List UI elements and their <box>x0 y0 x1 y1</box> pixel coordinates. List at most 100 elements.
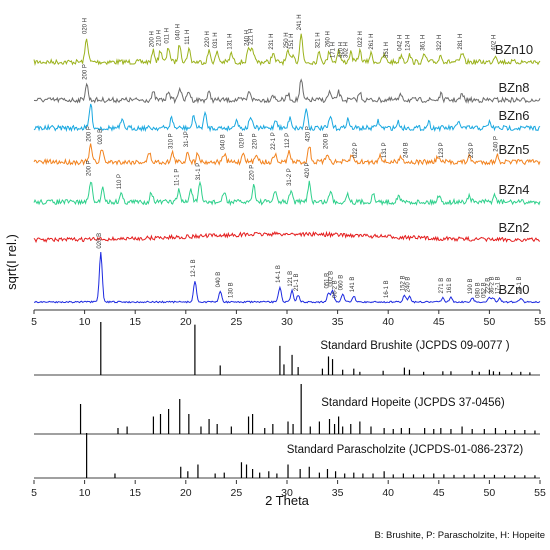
peak-label: 151 H <box>289 34 295 50</box>
peak-label: 240 B <box>403 142 409 158</box>
bottom-x-tick-label: 30 <box>281 487 293 499</box>
series-label-bzn0: BZn0 <box>498 282 529 297</box>
peak-label: 022 P <box>353 142 359 158</box>
bottom-x-tick-label: 15 <box>129 487 141 499</box>
peak-label: 240 B <box>405 277 411 293</box>
peak-label: 200 P <box>87 160 93 176</box>
standard-label: Standard Hopeite (JCPDS 37-0456) <box>321 397 505 409</box>
top-x-tick-label: 40 <box>382 316 394 328</box>
peak-label: 302 H <box>344 42 350 58</box>
peak-label: 31-2 P <box>287 168 293 186</box>
trace-bzn5 <box>33 143 541 167</box>
series-bzn0: BZn0 020 B 12-1 B 040 B 130 B 14-1 B 121 B 21-1… <box>34 233 541 304</box>
phase-legend-note: B: Brushite, P: Parascholzite, H: Hopeit… <box>374 530 545 541</box>
peak-label: 14-1 B <box>276 265 282 283</box>
trace-bzn4 <box>33 180 541 207</box>
series-label-bzn4: BZn4 <box>498 182 529 197</box>
top-x-tick-label: 55 <box>534 316 546 328</box>
standard-reference-panel: Standard Brushite (JCPDS 09-0077 ) Standa… <box>31 322 546 499</box>
peak-label: 123 P <box>439 142 445 158</box>
peak-label: 051 B <box>324 273 330 289</box>
peak-label: 22-1 P <box>271 132 277 150</box>
series-bzn10: BZn10 020 H 200 H 210 H 011 H 040 H 111 H 220 H… <box>33 14 541 67</box>
peak-label: 130 B <box>228 282 234 298</box>
peak-label: 16-1 B <box>384 280 390 298</box>
top-x-tick-label: 50 <box>484 316 496 328</box>
series-bzn8: BZn8 200 P <box>33 64 541 105</box>
peak-label: 21-1 B <box>294 273 300 291</box>
bottom-x-tick-label: 40 <box>382 487 394 499</box>
peak-label: 161 B <box>447 278 453 294</box>
peak-label: 11-1 P <box>175 169 181 186</box>
peak-label: 020 B <box>97 233 103 249</box>
bottom-x-tick-label: 55 <box>534 487 546 499</box>
peak-label: 031 H <box>213 32 219 48</box>
peak-label: 020 H <box>83 18 89 34</box>
bottom-x-tick-label: 35 <box>332 487 344 499</box>
peak-label: 233 P <box>469 142 475 158</box>
peak-label: 221 H <box>249 29 255 45</box>
trace-bzn10 <box>33 33 541 67</box>
series-label-bzn6: BZn6 <box>498 108 529 123</box>
top-x-tick-label: 20 <box>180 316 192 328</box>
peak-label: 121 B <box>288 271 294 287</box>
peak-label: 131 P <box>382 142 388 158</box>
peak-label: 240 H <box>245 30 251 46</box>
peak-label: 131 H <box>227 34 233 50</box>
series-label-bzn8: BZn8 <box>498 80 529 95</box>
peak-label: 171 H <box>331 42 337 58</box>
peak-label: 310 P <box>169 133 175 149</box>
peak-label: 420 P <box>305 163 311 179</box>
standard-label: Standard Parascholzite (JCPDS-01-086-237… <box>287 444 524 456</box>
peak-label: 24-1 B <box>517 277 523 295</box>
peak-label: 011 H <box>165 28 171 44</box>
peak-label: 261 H <box>369 34 375 50</box>
peak-label: 112 P <box>285 133 291 148</box>
top-x-tick-label: 25 <box>231 316 243 328</box>
peak-label: 141 B <box>350 277 356 293</box>
trace-bzn0 <box>34 251 541 304</box>
peak-label: 220 H <box>205 31 211 47</box>
bottom-x-tick-label: 20 <box>180 487 192 499</box>
y-axis-title: sqrt(I rel.) <box>4 234 19 290</box>
peak-label: 31-1P <box>184 131 190 147</box>
peak-label: 271 B <box>439 278 445 294</box>
peak-label: 17-1 B <box>496 277 502 295</box>
series-label-bzn2: BZn2 <box>498 220 529 235</box>
peak-label: 052 B <box>481 282 487 298</box>
peak-label: 322 H <box>437 35 443 51</box>
bottom-x-tick-label: 5 <box>31 487 37 499</box>
standard-standard-hopeite-jcpds-37-0456: Standard Hopeite (JCPDS 37-0456) <box>34 384 540 435</box>
peak-label: 040 B <box>216 272 222 288</box>
series-bzn2: BZn2 <box>33 220 541 244</box>
peak-label: 210 H <box>157 30 163 46</box>
peak-label: 060 B <box>339 275 345 291</box>
standard-standard-brushite-jcpds-09-0077: Standard Brushite (JCPDS 09-0077 ) <box>34 322 540 376</box>
peak-label: 040 B <box>220 134 226 150</box>
peak-label: 152 B <box>400 275 406 291</box>
series-label-bzn10: BZn10 <box>495 42 533 57</box>
peak-label: 250 H <box>284 32 290 48</box>
xrd-pattern-panel: BZn10 020 H 200 H 210 H 011 H 040 H 111 H 220 H… <box>31 14 546 328</box>
series-bzn6: BZn6 <box>33 103 541 133</box>
standard-label: Standard Brushite (JCPDS 09-0077 ) <box>320 340 509 352</box>
peak-label: 124 H <box>405 35 411 51</box>
top-x-tick-label: 35 <box>332 316 344 328</box>
peak-label: 111 H <box>185 30 191 45</box>
peak-label: 361 H <box>421 35 427 51</box>
peak-label: 281 H <box>458 34 464 50</box>
top-x-tick-label: 15 <box>129 316 141 328</box>
peak-label: 321 H <box>315 32 321 48</box>
peak-label: 200 P <box>87 126 93 142</box>
top-x-tick-label: 10 <box>79 316 91 328</box>
peak-label: 222 B <box>485 278 491 294</box>
peak-label: 36-2 B <box>489 277 495 295</box>
peak-label: 200 H <box>149 31 155 47</box>
peak-label: 220 P <box>250 165 256 181</box>
peak-label: 12-1 B <box>191 259 197 277</box>
peak-label: 080 B <box>475 282 481 298</box>
trace-bzn8 <box>33 78 541 105</box>
peak-label: 06-2 B <box>333 280 339 298</box>
peak-label: 241 H <box>297 14 303 30</box>
